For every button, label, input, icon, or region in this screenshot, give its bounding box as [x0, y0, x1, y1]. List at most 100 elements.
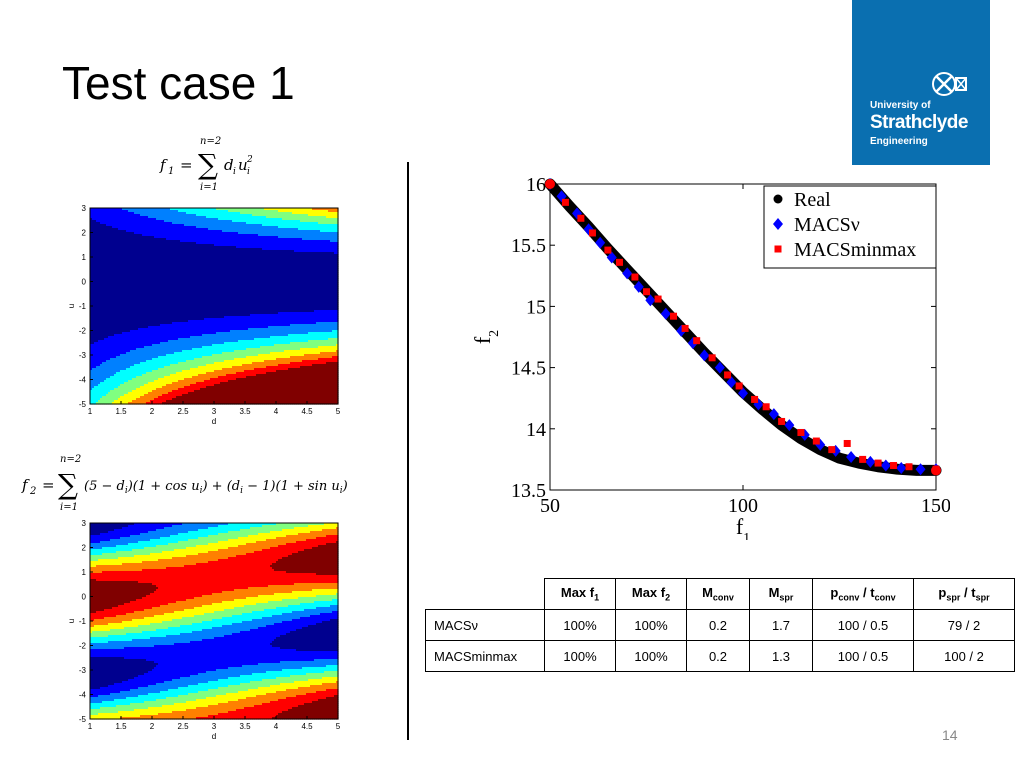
y-tick-label: -3	[79, 351, 87, 360]
equation-f2: f 2 = n=2 ∑ i=1 (5 − di)(1 + cos ui) + (…	[21, 454, 348, 513]
y-tick-label: 1	[82, 253, 87, 262]
x-tick-label: 1.5	[115, 722, 127, 731]
table-header-row: Max f1 Max f2 Mconv Mspr pconv / tconv p…	[426, 578, 1015, 610]
macs-point	[606, 251, 617, 264]
minmax-point	[905, 463, 913, 471]
x-tick-label: 3.5	[239, 407, 251, 416]
endpoint-marker	[545, 179, 555, 189]
y-tick-label: -1	[79, 617, 87, 626]
y-tick-label: -5	[79, 400, 87, 409]
minmax-point	[724, 371, 732, 379]
macs-point	[645, 294, 656, 307]
y-tick-label: 2	[82, 229, 87, 238]
table-cell: 0.2	[686, 640, 750, 672]
table-cell: 100%	[544, 609, 616, 641]
minmax-point	[735, 382, 743, 390]
x-tick-label: 4.5	[301, 407, 313, 416]
vertical-divider	[407, 162, 409, 740]
table-cell: 79 / 2	[913, 609, 1015, 641]
x-tick-label: 4	[274, 722, 279, 731]
contour-plot-f2: 1 1.5 2 2.5 3 3.5 4 4.5 5 3 2 1 0 -1 -2 -3 -4 -5 d u	[68, 519, 341, 741]
x-tick-label: 4.5	[301, 722, 313, 731]
table-cell: 0.2	[686, 609, 750, 641]
y-tick-label: 1	[82, 568, 87, 577]
svg-text:u: u	[238, 156, 248, 174]
x-tick-label: 3	[212, 722, 217, 731]
y-tick-label: -2	[79, 642, 87, 651]
svg-text:∑: ∑	[58, 468, 78, 501]
macs-point	[865, 455, 876, 468]
table-cell: 1.3	[749, 640, 813, 672]
x-tick-label: 2	[150, 722, 155, 731]
legend-marker-real	[773, 194, 783, 204]
svg-text:=: =	[42, 476, 55, 494]
y-tick-label: -1	[79, 302, 87, 311]
table-cell: 100%	[615, 609, 687, 641]
y-axis-label: f2	[470, 330, 502, 344]
y-tick-label: 2	[82, 544, 87, 553]
heatmap-cells	[90, 523, 339, 720]
y-tick-label: -4	[79, 376, 87, 385]
table-cell: 100 / 0.5	[812, 609, 914, 641]
x-tick-label: 50	[540, 495, 560, 517]
y-tick-label: 0	[82, 593, 87, 602]
svg-text:d: d	[224, 156, 234, 174]
minmax-point	[588, 229, 596, 237]
real-point	[834, 453, 845, 464]
x-tick-label: 1	[88, 722, 93, 731]
y-tick-label: -4	[79, 691, 87, 700]
x-tick-label: 3.5	[239, 722, 251, 731]
minmax-point	[859, 455, 867, 463]
minmax-point	[643, 288, 650, 296]
minmax-point	[693, 337, 701, 345]
x-axis-label: f1	[736, 514, 750, 540]
minmax-point	[890, 462, 898, 470]
macs-point	[699, 349, 710, 362]
minmax-point	[615, 258, 623, 266]
svg-text:=: =	[180, 156, 193, 174]
macs-point	[572, 207, 583, 220]
endpoint-marker	[931, 465, 941, 476]
svg-text:i=1: i=1	[200, 182, 218, 193]
svg-text:f: f	[159, 156, 168, 174]
minmax-point	[604, 246, 612, 254]
row-label: MACSν	[425, 609, 545, 641]
svg-text:i: i	[233, 167, 236, 177]
table-cell: 100 / 2	[913, 640, 1015, 672]
minmax-point	[631, 273, 639, 281]
macs-point	[633, 280, 644, 293]
heatmap-cells	[90, 208, 339, 405]
y-tick-label: 15	[526, 296, 546, 318]
results-table: Max f1 Max f2 Mconv Mspr pconv / tconv p…	[425, 578, 1015, 672]
y-tick-label: 13.5	[511, 480, 546, 502]
x-tick-label: 4	[274, 407, 279, 416]
macs-point	[880, 459, 891, 472]
y-tick-label: -2	[79, 327, 87, 336]
svg-text:2: 2	[29, 486, 36, 497]
university-logo: University of Strathclyde Engineering	[852, 0, 990, 165]
table-cell: 100%	[615, 640, 687, 672]
macs-point	[714, 361, 725, 374]
col-max-f2: Max f2	[615, 578, 687, 610]
equation-f1: f 1 = n=2 ∑ i=1 d i u i 2	[159, 136, 253, 193]
macs-point	[784, 419, 795, 432]
legend-label: Real	[794, 189, 831, 211]
macs-point	[915, 463, 926, 476]
svg-text:i=1: i=1	[60, 502, 78, 513]
svg-text:i: i	[247, 167, 250, 177]
y-tick-label: -3	[79, 666, 87, 675]
svg-text:n=2: n=2	[60, 454, 81, 465]
page-number: 14	[942, 727, 958, 743]
minmax-point	[778, 417, 786, 425]
table-cell: 100 / 0.5	[812, 640, 914, 672]
table-cell: 100%	[544, 640, 616, 672]
legend-label: MACSν	[794, 214, 860, 236]
logo-line3: Engineering	[870, 136, 928, 147]
x-tick-label: 5	[336, 407, 341, 416]
svg-text:∑: ∑	[198, 148, 218, 181]
svg-text:1: 1	[168, 166, 174, 177]
x-axis-label: d	[212, 732, 216, 741]
minmax-point	[762, 403, 770, 411]
y-axis-label: u	[68, 304, 76, 308]
svg-text:2: 2	[246, 155, 253, 165]
